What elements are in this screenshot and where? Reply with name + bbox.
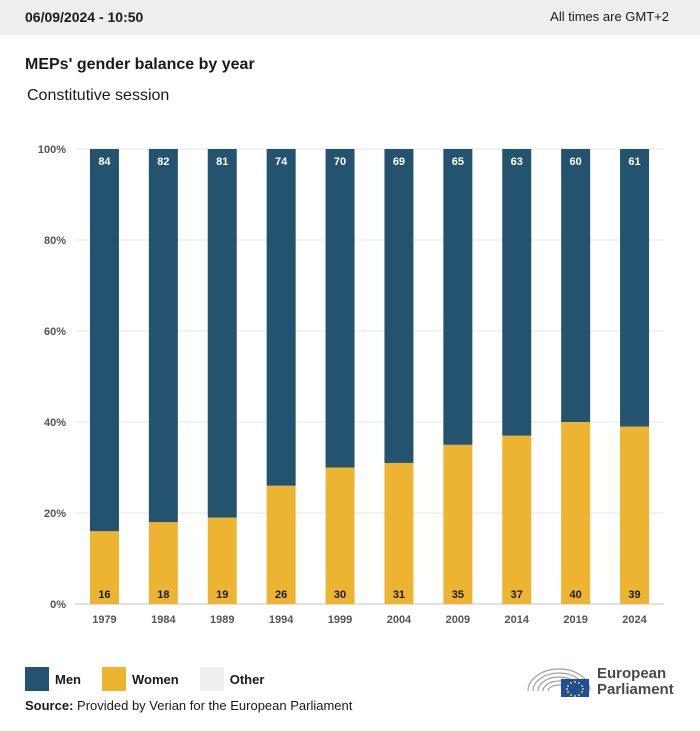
bar-men bbox=[325, 149, 355, 468]
data-label-women: 16 bbox=[98, 589, 110, 601]
source-text: Provided by Verian for the European Parl… bbox=[77, 698, 353, 713]
legend-item-men: Men bbox=[25, 667, 81, 691]
data-label-men: 63 bbox=[511, 156, 523, 168]
data-label-men: 60 bbox=[570, 156, 582, 168]
x-tick-label: 2009 bbox=[446, 614, 470, 626]
x-tick-label: 1999 bbox=[328, 614, 352, 626]
chart-subtitle: Constitutive session bbox=[27, 87, 170, 104]
data-label-men: 61 bbox=[628, 156, 640, 168]
data-label-men: 81 bbox=[216, 156, 228, 168]
source-note: Source: Provided by Verian for the Europ… bbox=[25, 698, 352, 713]
legend-swatch bbox=[25, 667, 49, 691]
bar-women bbox=[89, 531, 119, 604]
y-tick-label: 40% bbox=[44, 417, 66, 429]
x-tick-label: 2014 bbox=[505, 614, 530, 626]
data-label-women: 26 bbox=[275, 589, 287, 601]
bar-women bbox=[384, 462, 414, 604]
datetime: 06/09/2024 - 10:50 bbox=[25, 9, 144, 25]
bar-men bbox=[148, 149, 178, 523]
bar-women bbox=[325, 467, 355, 604]
data-label-women: 39 bbox=[628, 589, 640, 601]
legend-item-women: Women bbox=[102, 667, 179, 691]
legend-swatch bbox=[199, 667, 224, 691]
bar-men bbox=[443, 149, 473, 445]
top-bar: 06/09/2024 - 10:50 All times are GMT+2 bbox=[0, 0, 700, 35]
data-label-women: 19 bbox=[216, 589, 228, 601]
logo-line-2: Parliament bbox=[597, 681, 674, 698]
chart-title: MEPs' gender balance by year bbox=[25, 56, 255, 73]
data-label-women: 37 bbox=[511, 589, 523, 601]
bar-men bbox=[502, 149, 532, 436]
x-tick-label: 2004 bbox=[387, 614, 412, 626]
x-tick-label: 1984 bbox=[151, 614, 176, 626]
data-label-men: 74 bbox=[275, 156, 288, 168]
y-tick-label: 60% bbox=[44, 326, 66, 338]
bar-men bbox=[561, 149, 591, 422]
bar-women bbox=[620, 426, 650, 604]
data-label-men: 70 bbox=[334, 156, 346, 168]
logo-text: European Parliament bbox=[597, 666, 674, 698]
data-label-women: 31 bbox=[393, 589, 405, 601]
x-tick-label: 1989 bbox=[210, 614, 234, 626]
legend-label: Women bbox=[132, 671, 179, 687]
european-parliament-logo: European Parliament bbox=[525, 661, 680, 699]
bar-women bbox=[561, 422, 591, 604]
bar-men bbox=[266, 149, 296, 486]
bar-men bbox=[620, 149, 650, 427]
logo-line-1: European bbox=[597, 665, 667, 682]
legend: Men Women Other bbox=[25, 667, 285, 691]
data-label-women: 35 bbox=[452, 589, 464, 601]
bar-women bbox=[148, 522, 178, 604]
data-label-men: 82 bbox=[157, 156, 169, 168]
bar-men bbox=[384, 149, 414, 463]
source-label: Source: bbox=[25, 698, 74, 713]
legend-swatch bbox=[102, 667, 126, 691]
bar-chart: 0% 20% 40% 60% 80% 100% 84 16 1979 82 18 1984 81 19 19… bbox=[38, 144, 664, 626]
legend-label: Men bbox=[55, 671, 81, 687]
data-label-women: 18 bbox=[157, 589, 169, 601]
data-label-women: 30 bbox=[334, 589, 346, 601]
data-label-men: 84 bbox=[98, 156, 111, 168]
bar-women bbox=[443, 444, 473, 604]
data-label-men: 69 bbox=[393, 156, 405, 168]
y-tick-label: 80% bbox=[44, 235, 66, 247]
legend-label: Other bbox=[229, 671, 265, 687]
bar-women bbox=[266, 485, 296, 604]
x-tick-label: 1979 bbox=[92, 614, 116, 626]
timezone-note: All times are GMT+2 bbox=[550, 9, 669, 24]
bar-women bbox=[502, 435, 532, 604]
x-tick-label: 2019 bbox=[563, 614, 587, 626]
y-tick-label: 0% bbox=[50, 599, 66, 611]
data-label-men: 65 bbox=[452, 156, 464, 168]
data-label-women: 40 bbox=[570, 589, 582, 601]
x-tick-label: 2024 bbox=[622, 614, 647, 626]
hemicycle-icon bbox=[527, 668, 591, 697]
y-tick-label: 20% bbox=[44, 508, 66, 520]
x-tick-label: 1994 bbox=[269, 614, 294, 626]
bar-women bbox=[207, 517, 237, 604]
legend-item-other: Other bbox=[199, 667, 265, 691]
bar-men bbox=[207, 149, 237, 518]
y-tick-label: 100% bbox=[38, 144, 66, 156]
bar-men bbox=[89, 149, 119, 532]
